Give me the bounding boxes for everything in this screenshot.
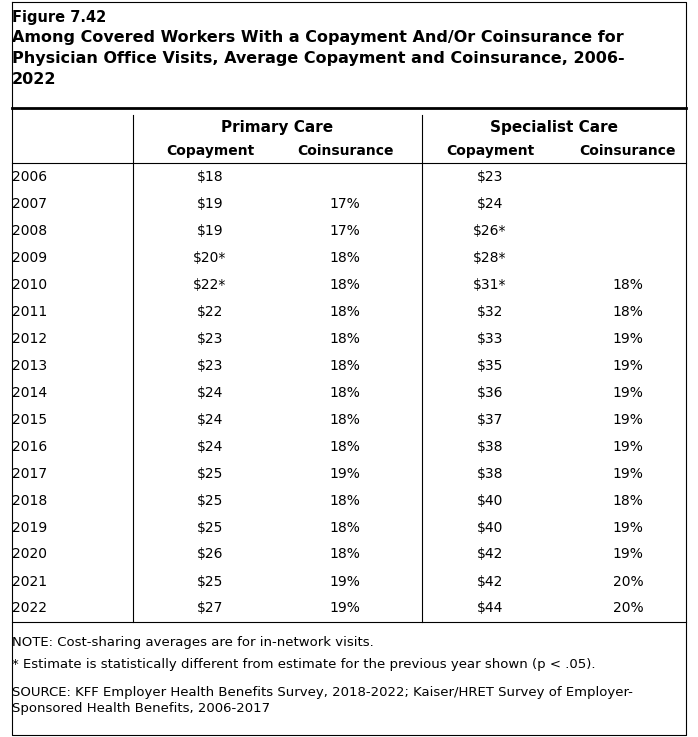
Text: $20*: $20* xyxy=(193,251,227,265)
Text: 18%: 18% xyxy=(329,251,360,265)
Text: $24: $24 xyxy=(477,197,503,211)
Text: $23: $23 xyxy=(197,332,223,346)
Text: 2019: 2019 xyxy=(12,520,47,534)
Text: Copayment: Copayment xyxy=(446,144,534,158)
Text: 19%: 19% xyxy=(613,385,644,399)
Text: Specialist Care: Specialist Care xyxy=(490,119,618,134)
Text: 2017: 2017 xyxy=(12,467,47,481)
Text: $19: $19 xyxy=(197,223,223,237)
Text: Coinsurance: Coinsurance xyxy=(297,144,393,158)
Text: 2022: 2022 xyxy=(12,601,47,615)
Text: $38: $38 xyxy=(477,439,503,453)
Text: 17%: 17% xyxy=(329,197,360,211)
Text: $27: $27 xyxy=(197,601,223,615)
Text: 18%: 18% xyxy=(329,385,360,399)
Text: $26: $26 xyxy=(197,548,223,562)
Text: 19%: 19% xyxy=(613,413,644,427)
Text: $42: $42 xyxy=(477,575,503,589)
Text: 18%: 18% xyxy=(329,304,360,318)
Text: $23: $23 xyxy=(477,170,503,184)
Text: Figure 7.42: Figure 7.42 xyxy=(12,10,106,25)
Text: $35: $35 xyxy=(477,358,503,372)
Text: 18%: 18% xyxy=(329,494,360,508)
Text: 20%: 20% xyxy=(613,575,644,589)
Text: $24: $24 xyxy=(197,385,223,399)
Text: Among Covered Workers With a Copayment And/Or Coinsurance for: Among Covered Workers With a Copayment A… xyxy=(12,30,624,45)
Text: 2006: 2006 xyxy=(12,170,47,184)
Text: 2011: 2011 xyxy=(12,304,47,318)
Text: 2008: 2008 xyxy=(12,223,47,237)
Text: $25: $25 xyxy=(197,494,223,508)
Text: 19%: 19% xyxy=(329,467,360,481)
Text: $22: $22 xyxy=(197,304,223,318)
Text: 19%: 19% xyxy=(613,358,644,372)
Text: 18%: 18% xyxy=(329,358,360,372)
Text: 18%: 18% xyxy=(613,494,644,508)
Text: 18%: 18% xyxy=(329,413,360,427)
Text: SOURCE: KFF Employer Health Benefits Survey, 2018-2022; Kaiser/HRET Survey of Em: SOURCE: KFF Employer Health Benefits Sur… xyxy=(12,686,633,699)
Text: 19%: 19% xyxy=(329,601,360,615)
Text: 2007: 2007 xyxy=(12,197,47,211)
Text: Physician Office Visits, Average Copayment and Coinsurance, 2006-: Physician Office Visits, Average Copayme… xyxy=(12,51,625,66)
Text: 19%: 19% xyxy=(613,467,644,481)
Text: $37: $37 xyxy=(477,413,503,427)
Text: 2022: 2022 xyxy=(12,72,57,87)
Text: $31*: $31* xyxy=(473,278,507,292)
Text: 2014: 2014 xyxy=(12,385,47,399)
Text: 2015: 2015 xyxy=(12,413,47,427)
Text: $25: $25 xyxy=(197,520,223,534)
Text: $25: $25 xyxy=(197,575,223,589)
Text: 18%: 18% xyxy=(613,278,644,292)
Text: NOTE: Cost-sharing averages are for in-network visits.: NOTE: Cost-sharing averages are for in-n… xyxy=(12,636,373,649)
Text: 19%: 19% xyxy=(613,548,644,562)
Text: Primary Care: Primary Care xyxy=(221,119,334,134)
Text: 19%: 19% xyxy=(613,439,644,453)
Text: $22*: $22* xyxy=(193,278,227,292)
Text: $24: $24 xyxy=(197,439,223,453)
Text: $32: $32 xyxy=(477,304,503,318)
Text: $25: $25 xyxy=(197,467,223,481)
Text: 18%: 18% xyxy=(613,304,644,318)
Text: 2013: 2013 xyxy=(12,358,47,372)
Text: Copayment: Copayment xyxy=(166,144,254,158)
Text: $26*: $26* xyxy=(473,223,507,237)
Text: 2021: 2021 xyxy=(12,575,47,589)
Text: $19: $19 xyxy=(197,197,223,211)
Text: $24: $24 xyxy=(197,413,223,427)
Text: Coinsurance: Coinsurance xyxy=(580,144,676,158)
Text: $23: $23 xyxy=(197,358,223,372)
Text: 2016: 2016 xyxy=(12,439,47,453)
Text: * Estimate is statistically different from estimate for the previous year shown : * Estimate is statistically different fr… xyxy=(12,658,595,671)
Text: 18%: 18% xyxy=(329,278,360,292)
Text: 18%: 18% xyxy=(329,520,360,534)
Text: $33: $33 xyxy=(477,332,503,346)
Text: 18%: 18% xyxy=(329,439,360,453)
Text: $28*: $28* xyxy=(473,251,507,265)
Text: $40: $40 xyxy=(477,494,503,508)
Text: $36: $36 xyxy=(477,385,503,399)
Text: 20%: 20% xyxy=(613,601,644,615)
Text: 2010: 2010 xyxy=(12,278,47,292)
Text: 18%: 18% xyxy=(329,548,360,562)
Text: 18%: 18% xyxy=(329,332,360,346)
Text: $44: $44 xyxy=(477,601,503,615)
Text: 2020: 2020 xyxy=(12,548,47,562)
Text: 2018: 2018 xyxy=(12,494,47,508)
Text: 19%: 19% xyxy=(613,520,644,534)
Text: 2012: 2012 xyxy=(12,332,47,346)
Text: $40: $40 xyxy=(477,520,503,534)
Text: $42: $42 xyxy=(477,548,503,562)
Text: $18: $18 xyxy=(197,170,223,184)
Text: Sponsored Health Benefits, 2006-2017: Sponsored Health Benefits, 2006-2017 xyxy=(12,702,270,715)
Text: 17%: 17% xyxy=(329,223,360,237)
Text: 2009: 2009 xyxy=(12,251,47,265)
Text: 19%: 19% xyxy=(329,575,360,589)
Text: 19%: 19% xyxy=(613,332,644,346)
Text: $38: $38 xyxy=(477,467,503,481)
